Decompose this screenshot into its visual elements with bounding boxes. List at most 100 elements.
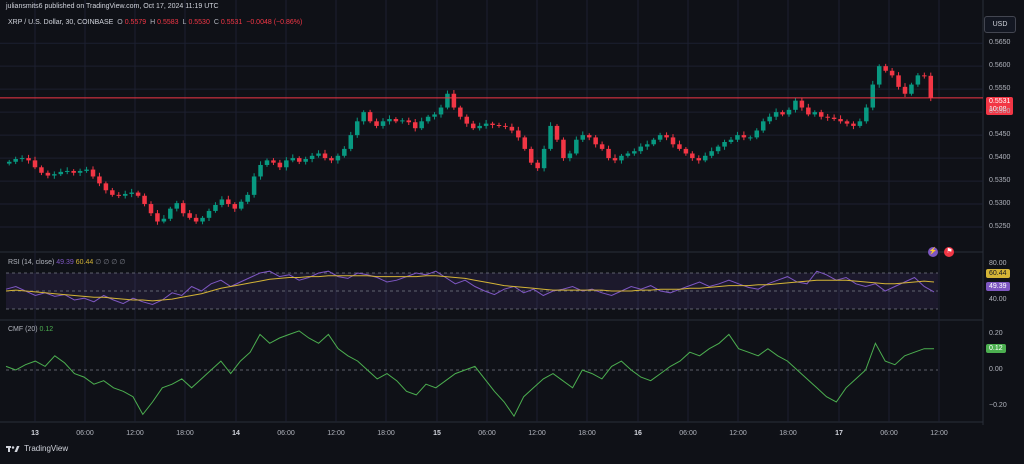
candle-body (361, 112, 366, 122)
candle-body (857, 121, 863, 126)
close-label: C (213, 19, 219, 26)
candle-body (793, 100, 798, 110)
symbol-legend: XRP / U.S. Dollar, 30, COINBASE O 0.5579 … (8, 19, 304, 26)
tradingview-footer[interactable]: TradingView (6, 444, 68, 453)
candle-body (831, 117, 837, 120)
price-tick-label: 0.5250 (989, 223, 1011, 231)
candle-body (135, 192, 141, 196)
rsi-tag: 49.39 (986, 282, 1010, 291)
rsi-title[interactable]: RSI (14, close) (8, 259, 55, 266)
candle-body (45, 172, 51, 176)
currency-button[interactable]: USD (984, 16, 1016, 33)
candle-body (103, 183, 109, 191)
price-tick-label: 0.5350 (989, 177, 1011, 185)
candle-body (709, 151, 714, 156)
cmf-title[interactable]: CMF (20) (8, 326, 38, 333)
time-tick-label: 18:00 (779, 430, 797, 437)
rsi-line (5, 270, 935, 306)
candle-body (541, 148, 547, 169)
candle-body (187, 213, 192, 218)
candle-body (728, 139, 734, 142)
candle-body (760, 121, 766, 131)
time-tick-label: 14 (232, 430, 240, 437)
candle-body (677, 144, 682, 149)
candle-body (271, 160, 276, 163)
price-tick-label: 0.5450 (989, 131, 1011, 139)
candle-body (316, 153, 321, 156)
low-value: 0.5530 (188, 19, 210, 26)
candle-body (496, 124, 502, 126)
time-tick-label: 12:00 (327, 430, 345, 437)
candle-body (909, 84, 914, 94)
candle-body (586, 135, 592, 138)
candle-body (516, 130, 521, 138)
candle-body (509, 126, 515, 131)
rsi-legend: RSI (14, close) 49.39 60.44 ∅ ∅ ∅ ∅ (8, 258, 125, 266)
lightning-icon[interactable]: ⚡ (928, 247, 938, 257)
candle-body (922, 75, 927, 77)
candle-body (806, 107, 811, 115)
candle-body (348, 135, 354, 149)
candle-body (451, 93, 457, 108)
cmf-value: 0.12 (39, 326, 54, 333)
candle-body (425, 116, 431, 122)
time-tick-label: 12:00 (126, 430, 144, 437)
rsi-ma-line (5, 275, 935, 302)
flag-icon[interactable]: ⚑ (944, 247, 955, 257)
candle-body (374, 121, 379, 126)
high-value: 0.5583 (157, 19, 179, 26)
candle-body (206, 210, 212, 218)
candle-body (690, 153, 695, 159)
symbol-title[interactable]: XRP / U.S. Dollar, 30, COINBASE (8, 19, 114, 26)
candle-body (670, 137, 676, 145)
candle-body (32, 160, 38, 168)
candle-body (844, 121, 850, 124)
cmf-line (5, 330, 934, 418)
cmf-tick-label: −0.20 (989, 401, 1007, 409)
candle-body (625, 153, 631, 156)
candle-body (722, 142, 727, 147)
candle-body (503, 125, 508, 127)
candle-body (367, 112, 373, 122)
low-label: L (182, 19, 187, 26)
candle-body (232, 204, 238, 209)
candle-body (548, 125, 553, 149)
candle-body (412, 122, 418, 129)
rsi-placeholders: ∅ ∅ ∅ ∅ (95, 259, 126, 266)
candle-body (599, 144, 605, 149)
candle-body (213, 204, 218, 211)
candle-body (264, 160, 270, 165)
candle-body (773, 112, 779, 117)
candle-body (329, 158, 334, 161)
candle-body (245, 194, 250, 202)
candle-body (200, 217, 205, 222)
change-value: −0.0048 (−0.86%) (246, 19, 303, 26)
candle-body (483, 123, 489, 126)
price-tick-label: 0.5400 (989, 154, 1011, 162)
candle-body (77, 170, 83, 173)
time-tick-label: 06:00 (76, 430, 94, 437)
candle-body (715, 146, 721, 152)
candle-body (219, 199, 225, 205)
open-value: 0.5579 (124, 19, 147, 26)
candle-body (818, 112, 824, 117)
candle-body (39, 167, 44, 173)
candle-body (97, 176, 102, 184)
price-tick-label: 0.5300 (989, 200, 1011, 208)
candle-body (322, 153, 328, 159)
candle-body (748, 137, 753, 139)
candle-body (168, 208, 173, 219)
candle-body (561, 139, 566, 159)
candle-body (406, 120, 412, 123)
candle-body (122, 193, 128, 196)
bar-countdown: 10:08 (989, 106, 1007, 113)
tradingview-logo-icon (6, 445, 20, 452)
time-tick-label: 12:00 (729, 430, 747, 437)
time-tick-label: 06:00 (277, 430, 295, 437)
time-tick-label: 06:00 (880, 430, 898, 437)
footer-brand: TradingView (24, 444, 69, 453)
time-tick-label: 17 (835, 430, 843, 437)
candle-body (354, 121, 360, 136)
